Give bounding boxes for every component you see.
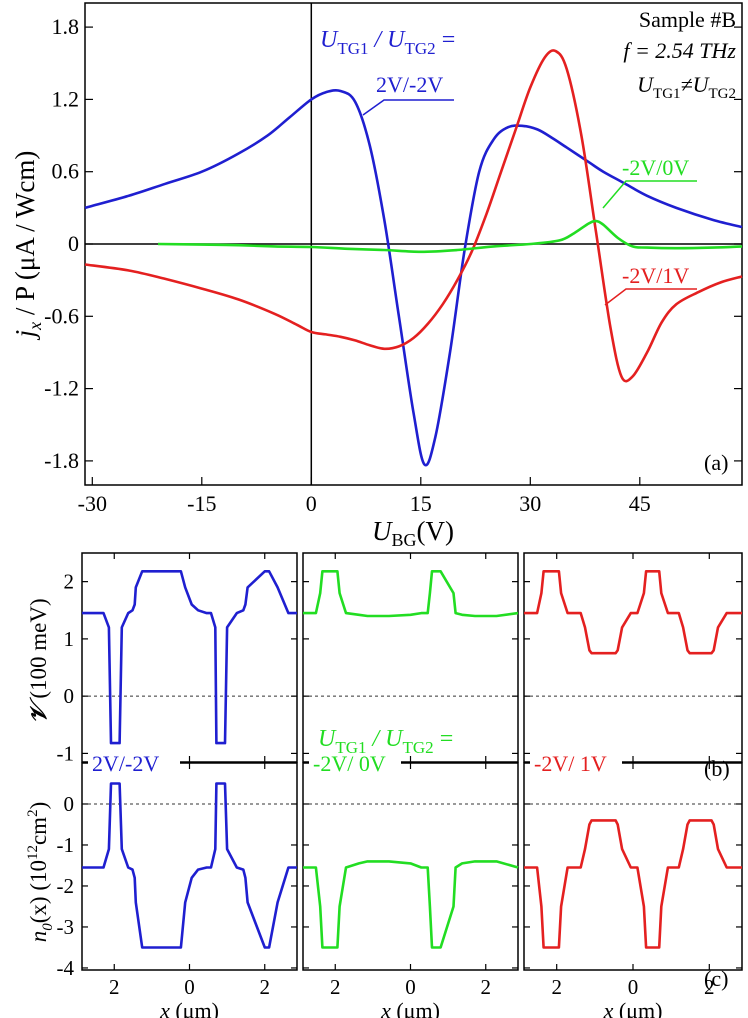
panel-c-col-1: -4 -3 -2 -1 0 2 0 2 2V/-2V x (μm) [57, 751, 298, 1018]
panel-a-series [84, 49, 743, 467]
profile-line-c--2V-1V [524, 819, 742, 949]
panel-c: -4 -3 -2 -1 0 2 0 2 2V/-2V x (μm) 2 0 2 -2V/ 0V x (μm)… [57, 751, 743, 1018]
profile-line-b--2V-1V [524, 570, 742, 655]
panel-b-col-3 [523, 552, 743, 763]
panel-c-label: (c) [704, 966, 728, 991]
panel-c-xtick-label: 2 [704, 975, 715, 999]
profile-line-b--2V-0V [303, 570, 519, 618]
panel-c-xlabel: x (μm) [159, 998, 219, 1018]
panel-c-xtick-label: 2 [481, 975, 492, 999]
panel-a-ytick-label: -1.2 [44, 376, 79, 401]
annotation-m2v-1v: -2V/1V [622, 263, 689, 288]
panel-a-xtick-label: -15 [187, 491, 216, 516]
panel-b-ylabel: 𝒱 (100 meV) [26, 598, 51, 723]
profile-line-c--2V-0V [303, 860, 519, 949]
panel-c-title-bg [530, 751, 622, 775]
frequency-label: f = 2.54 THz [623, 38, 736, 63]
panel-a-xtick-label: -30 [78, 491, 107, 516]
panel-c-title-bg [88, 751, 180, 775]
panel-c-ytick-label: 0 [64, 792, 75, 816]
panel-a-xlabel: UBG(V) [372, 516, 454, 550]
annotation-2v-m2v-leader [362, 99, 454, 116]
panel-b-ytick-label: 0 [64, 684, 75, 708]
panel-b-frame [523, 552, 743, 763]
panel-b-frame [81, 552, 298, 763]
panel-a-ticks: -30 -15 0 15 30 45 -1.8 -1.2 -0.6 0 0.6 1.2 1.8 [44, 14, 742, 516]
series-line--2V-0V [157, 219, 743, 254]
panel-a-ytick-label: -0.6 [44, 303, 79, 328]
sample-label: Sample #B [639, 7, 736, 32]
panel-c-xtick-label: 0 [628, 975, 639, 999]
legend-title-a: UTG1 / UTG2 = [320, 27, 455, 58]
series-line--2V-1V [84, 49, 743, 383]
panel-c-title-bg [309, 751, 401, 775]
annotation-m2v-0v: -2V/0V [622, 155, 689, 180]
panel-c-frame [302, 762, 519, 971]
panel-c-xtick-label: 0 [184, 975, 195, 999]
panel-b-ytick-label: 2 [64, 570, 75, 594]
gate-condition-label: UTG1≠UTG2 [637, 72, 736, 102]
panel-b-label: (b) [704, 756, 730, 781]
panel-c-col-2: 2 0 2 -2V/ 0V x (μm) [302, 751, 519, 1018]
annotation-m2v-0v-leader [602, 180, 697, 209]
panel-a-ylabel: jx / P (μA / Wcm) [10, 151, 45, 341]
panel-c-ytick-label: -2 [57, 874, 75, 898]
panel-c-xtick-label: 2 [330, 975, 341, 999]
panel-c-xlabel: x (μm) [603, 998, 663, 1018]
panel-c-title: 2V/-2V [92, 751, 159, 776]
panel-c-ytick-label: -1 [57, 833, 75, 857]
annotation-2v-m2v: 2V/-2V [376, 72, 443, 97]
panel-a-ytick-label: 1.8 [52, 14, 80, 39]
annotation-m2v-1v-leader [604, 288, 697, 306]
panel-c-xtick-label: 2 [551, 975, 562, 999]
panel-c-col-3: 2 0 2 -2V/ 1V x (μm) [523, 751, 743, 1018]
panel-b-ytick-label: 1 [64, 627, 75, 651]
profile-line-c-2V--2V [82, 782, 297, 949]
panel-c-title: -2V/ 0V [313, 751, 386, 776]
panel-a-xtick-label: 0 [306, 491, 317, 516]
panel-c-ytick-label: -4 [57, 956, 75, 980]
panel-c-xtick-label: 2 [109, 975, 120, 999]
panel-c-xlabel: x (μm) [380, 998, 440, 1018]
panel-a-xtick-label: 45 [629, 491, 651, 516]
panel-b-ytick-label: -1 [57, 741, 75, 765]
profile-line-b-2V--2V [82, 570, 297, 745]
panel-a-ytick-label: 0 [68, 231, 79, 256]
panel-a-ytick-label: -1.8 [44, 448, 79, 473]
panel-b-col-1: -1 0 1 2 [57, 552, 298, 765]
panel-a-xtick-label: 30 [519, 491, 541, 516]
panel-c-xtick-label: 0 [405, 975, 416, 999]
panel-c-xtick-label: 2 [260, 975, 271, 999]
panel-c-ytick-label: -3 [57, 915, 75, 939]
panel-c-title: -2V/ 1V [534, 751, 607, 776]
legend-title-b: UTG1 / UTG2 = [318, 726, 453, 757]
panel-a: -30 -15 0 15 30 45 -1.8 -1.2 -0.6 0 0.6 1.2 1.8 jx /… [10, 2, 743, 550]
panel-b: -1 0 1 2 [57, 552, 743, 765]
panel-c-frame [81, 762, 298, 971]
panel-a-label: (a) [704, 450, 728, 475]
panel-a-ytick-label: 1.2 [52, 86, 80, 111]
panel-c-ylabel: n0(x) (1012cm2) [25, 802, 56, 943]
panel-a-ytick-label: 0.6 [52, 159, 80, 184]
series-line-2V--2V [84, 89, 743, 467]
panel-a-xtick-label: 15 [410, 491, 432, 516]
